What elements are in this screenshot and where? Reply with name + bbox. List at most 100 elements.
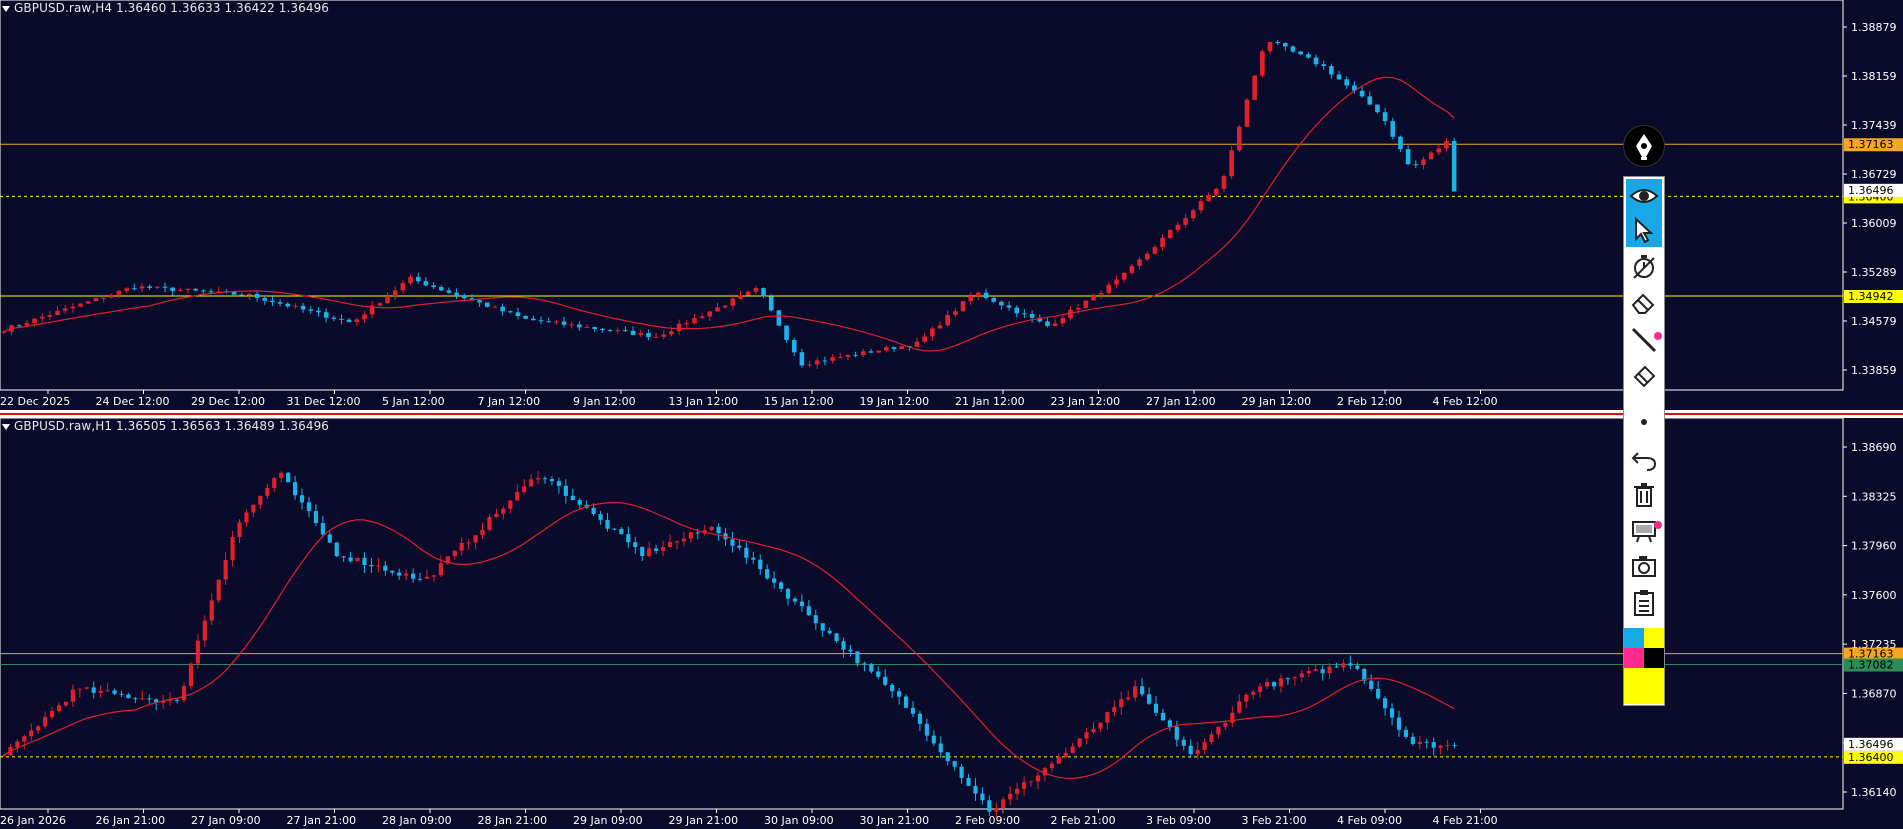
candle-body <box>277 302 283 304</box>
time-tick-label: 22 Dec 2025 <box>0 395 70 408</box>
swatch-pink[interactable] <box>1624 648 1644 668</box>
candle-body <box>1105 711 1110 723</box>
candle-body <box>313 511 318 524</box>
monitor-icon[interactable] <box>1626 513 1662 547</box>
candle-body <box>154 699 159 703</box>
candle-body <box>814 360 820 365</box>
camera-icon[interactable] <box>1626 549 1662 583</box>
candle-body <box>730 539 735 546</box>
candle-body <box>1 755 6 757</box>
candle-body <box>751 557 756 560</box>
candle-body <box>348 557 353 562</box>
collapse-triangle-icon[interactable] <box>2 5 10 12</box>
pen-icon[interactable] <box>1623 125 1665 167</box>
line-icon[interactable] <box>1626 323 1662 357</box>
candle-body <box>70 689 75 702</box>
h1-chart-pane[interactable]: 1.38690 1.38325 1.37960 1.37600 1.37235 1.368… <box>0 418 1903 829</box>
swatch-yellow[interactable] <box>1644 628 1664 648</box>
candle-body <box>702 530 707 534</box>
candle-body <box>1167 720 1172 727</box>
candle-body <box>561 321 567 325</box>
h4-chart-canvas[interactable]: 1.38879 1.38159 1.37439 1.36729 1.36009 1.352… <box>0 0 1903 410</box>
trash-icon[interactable] <box>1626 477 1662 511</box>
candle-body <box>1029 313 1035 318</box>
candle-body <box>119 693 124 695</box>
candle-body <box>308 309 314 311</box>
candle-body <box>431 575 437 577</box>
candles <box>1 40 1457 370</box>
swatch-current-color[interactable] <box>1624 668 1664 704</box>
candle-body <box>1 331 7 333</box>
candle-body <box>1260 51 1265 76</box>
h4-chart-title: GBPUSD.raw,H4 1.36460 1.36633 1.36422 1.… <box>2 1 329 15</box>
moving-average-line <box>3 76 1455 352</box>
dot-icon[interactable] <box>1626 405 1662 439</box>
candle-body <box>563 485 568 496</box>
candle-body <box>834 633 839 642</box>
candle-body <box>306 502 312 512</box>
candle-body <box>647 548 652 557</box>
candle-body <box>612 528 617 530</box>
candle-body <box>265 487 270 496</box>
candle-body <box>960 301 966 312</box>
candle-body <box>202 620 207 641</box>
time-tick-label: 7 Jan 12:00 <box>478 395 541 408</box>
clipboard-icon[interactable] <box>1626 585 1662 619</box>
candle-body <box>445 556 450 564</box>
pane-divider[interactable] <box>0 410 1903 418</box>
candle-body <box>1077 738 1082 747</box>
stopwatch-icon[interactable] <box>1626 249 1662 283</box>
candle-body <box>654 548 659 551</box>
eraser-icon[interactable] <box>1626 285 1662 319</box>
h1-chart-canvas[interactable]: 1.386901.383251.379601.376001.372351.368… <box>0 418 1903 829</box>
candle-body <box>323 312 329 318</box>
candle-body <box>487 516 492 530</box>
candle-body <box>891 347 897 350</box>
candle-body <box>830 357 835 361</box>
candle-body <box>185 288 191 291</box>
candle-body <box>945 752 950 762</box>
candle-body <box>369 305 375 315</box>
candle-body <box>258 495 263 505</box>
price-tick-label: 1.37600 <box>1851 589 1897 602</box>
price-tick-label: 1.37439 <box>1851 119 1897 132</box>
candle-body <box>903 696 909 708</box>
candle-body <box>231 291 237 295</box>
candle-body <box>1129 265 1135 273</box>
candle-body <box>853 354 858 356</box>
swatch-black[interactable] <box>1644 648 1664 668</box>
h4-chart-pane[interactable]: 1.38879 1.38159 1.37439 1.36729 1.36009 1.352… <box>0 0 1903 410</box>
candle-body <box>108 294 114 298</box>
candle-body <box>1383 698 1388 709</box>
price-tick-label: 1.38690 <box>1851 441 1897 454</box>
h4-title-text: GBPUSD.raw,H4 1.36460 1.36633 1.36422 1.… <box>14 1 330 15</box>
candle-body <box>216 291 222 293</box>
time-tick-label: 24 Dec 12:00 <box>96 395 170 408</box>
candle-body <box>837 356 843 358</box>
eye-icon[interactable] <box>1626 179 1662 213</box>
price-level-badge <box>1844 647 1903 661</box>
monitor-indicator <box>1654 521 1662 529</box>
candle-body <box>845 354 851 357</box>
cursor-icon[interactable] <box>1626 213 1662 247</box>
candle-body <box>230 536 235 561</box>
eraser-block-icon[interactable] <box>1626 359 1662 393</box>
candle-body <box>931 735 936 744</box>
candle-body <box>799 601 804 607</box>
candle-body <box>508 500 513 509</box>
candle-body <box>1389 708 1395 718</box>
swatch-blue[interactable] <box>1624 628 1644 648</box>
candle-body <box>170 287 175 292</box>
undo-icon[interactable] <box>1626 441 1662 475</box>
candle-body <box>397 572 402 576</box>
candle-body <box>924 723 929 736</box>
time-tick-label: 23 Jan 12:00 <box>1051 395 1121 408</box>
candle-body <box>85 301 91 304</box>
candle-body <box>1298 51 1303 55</box>
candle-body <box>1063 752 1068 758</box>
time-tick-label: 5 Jan 12:00 <box>382 395 445 408</box>
candle-body <box>1028 781 1034 783</box>
candle-body <box>876 350 881 353</box>
collapse-triangle-icon[interactable] <box>2 423 10 430</box>
candle-body <box>1278 678 1284 687</box>
